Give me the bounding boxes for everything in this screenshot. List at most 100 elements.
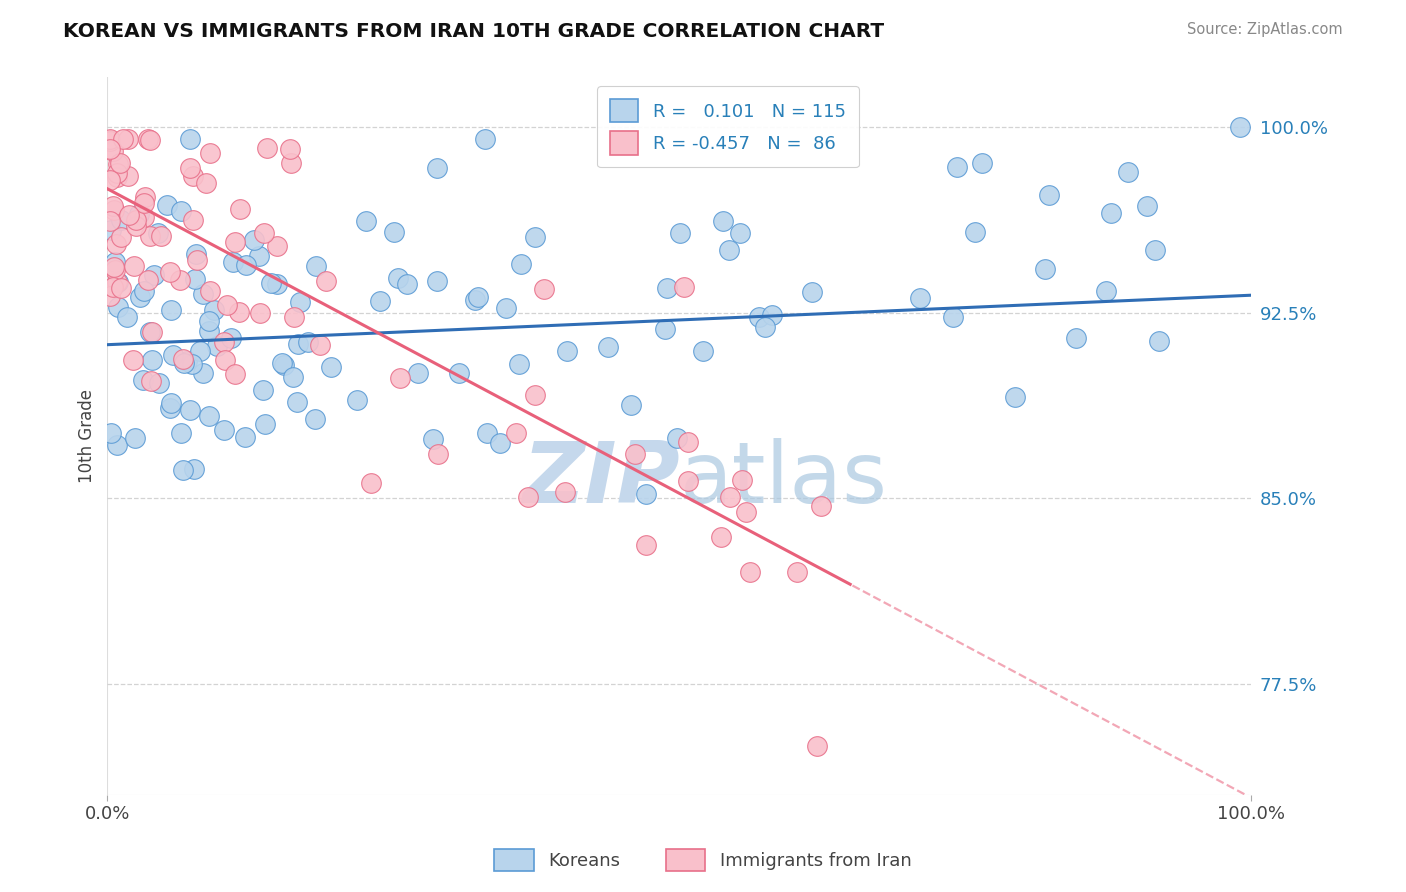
Point (945, 160, 967, 174)
Point (382, 225, 405, 239)
Point (129, 290, 152, 304)
Point (266, 239, 288, 253)
Point (191, 287, 214, 301)
Point (160, 396, 183, 410)
Point (283, 310, 305, 325)
Point (184, 272, 207, 286)
Point (396, 277, 419, 292)
Point (281, 370, 304, 384)
Point (141, 353, 163, 368)
Point (122, 260, 145, 274)
Point (205, 338, 228, 352)
Point (198, 409, 221, 423)
Point (280, 156, 302, 170)
Point (115, 310, 138, 325)
Point (139, 325, 162, 339)
Point (297, 335, 319, 350)
Point (368, 294, 391, 309)
Point (1229, 120, 1251, 134)
Point (180, 357, 202, 371)
Point (224, 368, 246, 382)
Point (285, 395, 308, 409)
Point (136, 132, 159, 146)
Point (170, 203, 193, 218)
Point (134, 196, 156, 211)
Point (356, 214, 378, 228)
Point (104, 263, 127, 277)
Point (228, 305, 250, 319)
Point (212, 334, 235, 349)
Point (179, 161, 201, 176)
Point (910, 292, 932, 306)
Point (754, 320, 776, 334)
Point (488, 435, 510, 450)
Point (676, 474, 699, 488)
Point (125, 212, 148, 227)
Text: KOREAN VS IMMIGRANTS FROM IRAN 10TH GRADE CORRELATION CHART: KOREAN VS IMMIGRANTS FROM IRAN 10TH GRAD… (63, 22, 884, 41)
Y-axis label: 10th Grade: 10th Grade (79, 389, 96, 483)
Point (673, 279, 696, 293)
Point (426, 274, 449, 288)
Point (748, 310, 770, 324)
Point (186, 252, 208, 267)
Point (104, 254, 127, 268)
Point (160, 303, 183, 318)
Point (101, 199, 124, 213)
Point (266, 277, 288, 291)
Point (214, 352, 236, 367)
Point (169, 273, 191, 287)
Point (319, 360, 342, 375)
Point (634, 538, 657, 552)
Point (655, 281, 678, 295)
Point (107, 300, 129, 314)
Point (200, 145, 222, 160)
Point (1004, 390, 1026, 404)
Point (118, 208, 141, 222)
Point (636, 486, 658, 500)
Point (942, 310, 965, 325)
Point (315, 273, 337, 287)
Point (970, 156, 993, 170)
Point (134, 190, 156, 204)
Point (222, 255, 245, 269)
Point (1101, 206, 1123, 220)
Point (620, 398, 643, 412)
Point (360, 475, 382, 490)
Point (1095, 285, 1118, 299)
Point (132, 373, 155, 387)
Point (98, 172, 121, 186)
Point (810, 499, 832, 513)
Point (730, 227, 752, 241)
Point (557, 344, 579, 359)
Point (105, 169, 128, 184)
Point (198, 285, 221, 299)
Legend: Koreans, Immigrants from Iran: Koreans, Immigrants from Iran (486, 842, 920, 879)
Point (1144, 244, 1167, 258)
Point (249, 306, 271, 320)
Point (734, 505, 756, 519)
Point (110, 281, 132, 295)
Point (254, 417, 277, 432)
Point (156, 198, 179, 212)
Point (100, 288, 122, 302)
Text: atlas: atlas (679, 438, 887, 521)
Point (786, 566, 808, 580)
Point (169, 426, 191, 441)
Point (475, 425, 498, 440)
Point (523, 229, 546, 244)
Point (260, 276, 283, 290)
Point (467, 290, 489, 304)
Point (252, 384, 274, 398)
Point (304, 412, 326, 426)
Point (107, 157, 129, 171)
Point (111, 132, 134, 146)
Point (103, 203, 125, 218)
Point (136, 273, 159, 287)
Point (217, 297, 239, 311)
Point (464, 293, 486, 307)
Point (198, 325, 221, 339)
Point (139, 133, 162, 147)
Point (1116, 165, 1139, 179)
Point (198, 314, 221, 328)
Point (711, 214, 734, 228)
